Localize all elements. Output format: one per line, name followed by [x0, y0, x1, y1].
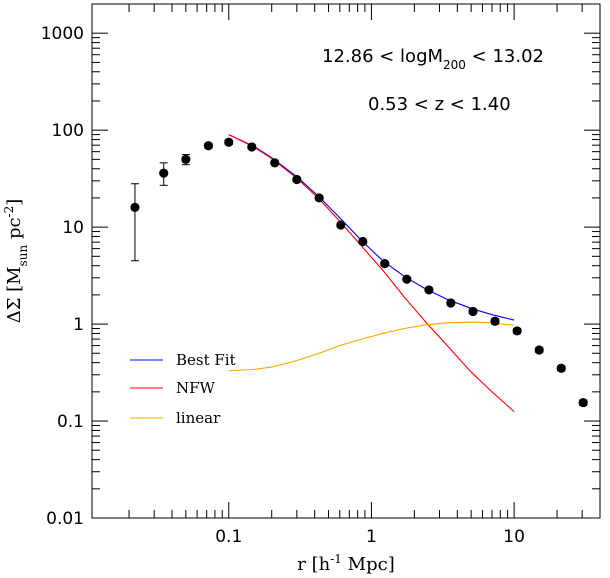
data-point — [130, 202, 140, 212]
data-point — [314, 193, 324, 203]
mass-range-annotation: 12.86 < logM200​ < 13.02 — [322, 46, 544, 72]
data-point — [270, 158, 280, 168]
y-tick-label: 100 — [52, 121, 84, 141]
data-point — [512, 326, 522, 336]
plot-frame — [91, 3, 601, 519]
x-tick-label: 0.1 — [215, 527, 242, 547]
data-point — [203, 141, 214, 151]
data-point — [402, 274, 412, 284]
major-ticks — [92, 4, 600, 519]
legend: Best Fit NFW linear — [130, 351, 236, 427]
y-tick-label: 1 — [73, 315, 84, 335]
redshift-range-annotation: 0.53 < z < 1.40 — [368, 94, 511, 115]
curve-nfw — [228, 134, 515, 413]
data-point — [578, 397, 588, 408]
legend-label-nfw: NFW — [176, 379, 216, 397]
data-point — [224, 137, 234, 147]
y-tick-label: 0.01 — [46, 509, 84, 529]
data-point — [490, 316, 500, 326]
y-tick-label: 0.1 — [57, 412, 84, 432]
data-points — [130, 137, 588, 408]
x-tick-label: 1 — [366, 527, 377, 547]
data-point — [380, 259, 390, 269]
x-axis-label: r [h-1​ Mpc] — [297, 552, 394, 575]
tick-labels: 0.1 1 10 0.01 0.1 1 10 100 1000 — [41, 24, 525, 547]
data-point — [292, 174, 302, 185]
data-point — [534, 345, 544, 355]
y-axis-label: ΔΣ [Msun​ pc-2​] — [2, 199, 30, 324]
y-tick-label: 1000 — [41, 24, 84, 44]
data-point — [336, 220, 346, 230]
legend-label-linear: linear — [176, 409, 221, 427]
data-point — [446, 298, 456, 308]
y-tick-label: 10 — [62, 218, 84, 238]
model-curves — [228, 134, 515, 413]
legend-label-best-fit: Best Fit — [176, 351, 236, 369]
data-point — [468, 306, 478, 317]
minor-ticks — [92, 3, 601, 518]
x-tick-label: 10 — [503, 527, 525, 547]
data-point — [358, 236, 368, 247]
data-point — [159, 168, 169, 178]
data-point — [247, 142, 257, 152]
curve-linear — [228, 321, 515, 372]
data-point — [556, 363, 566, 373]
data-point — [424, 285, 434, 295]
data-point — [181, 154, 191, 164]
